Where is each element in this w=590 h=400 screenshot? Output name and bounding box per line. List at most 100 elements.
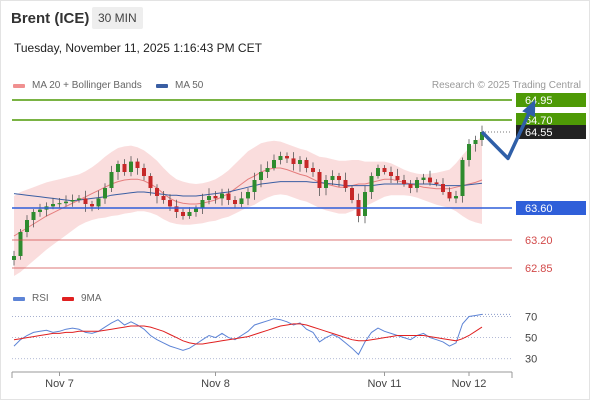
candle-body bbox=[447, 192, 452, 199]
candle-body bbox=[434, 182, 439, 184]
candle-body bbox=[187, 212, 192, 216]
rsi-tick-50: 50 bbox=[525, 333, 537, 345]
candle-body bbox=[304, 160, 309, 168]
candle-body bbox=[96, 198, 101, 207]
legend-ma50-label: MA 50 bbox=[175, 80, 204, 91]
rsi-ma9-line bbox=[13, 323, 483, 345]
candle-body bbox=[168, 200, 172, 207]
level-label-63.60: 63.60 bbox=[525, 203, 553, 215]
candle-body bbox=[428, 177, 432, 183]
candle-body bbox=[421, 177, 426, 180]
datetime-label: Tuesday, November 11, 2025 1:16:43 PM CE… bbox=[14, 41, 262, 55]
candle-body bbox=[83, 198, 88, 204]
level-label-64.70: 64.70 bbox=[525, 115, 553, 127]
rsi-tick-30: 30 bbox=[525, 354, 537, 366]
candle-body bbox=[129, 161, 133, 172]
level-tag-63.60 bbox=[516, 201, 586, 215]
candle-body bbox=[90, 204, 94, 207]
legend-9ma-label: 9MA bbox=[81, 293, 102, 304]
last-price-tag bbox=[516, 125, 586, 139]
candle-body bbox=[460, 160, 465, 196]
candle-body bbox=[467, 144, 471, 160]
x-tick-label: Nov 12 bbox=[452, 378, 487, 390]
candle-body bbox=[246, 192, 250, 199]
candle-body bbox=[265, 168, 270, 172]
level-label-63.20: 63.20 bbox=[525, 235, 553, 247]
candle-body bbox=[226, 193, 231, 200]
x-tick-label: Nov 11 bbox=[367, 378, 401, 390]
candle-body bbox=[194, 208, 198, 212]
candle-body bbox=[64, 201, 68, 204]
candle-body bbox=[12, 256, 16, 260]
candle-body bbox=[480, 132, 484, 140]
candle-body bbox=[135, 161, 140, 168]
candle-body bbox=[200, 200, 205, 208]
ma20-swatch-icon bbox=[13, 83, 25, 88]
legend-ma50: MA 50 bbox=[156, 80, 203, 91]
candle-body bbox=[109, 172, 114, 188]
level-tag-64.70 bbox=[516, 113, 586, 127]
candle-body bbox=[395, 176, 400, 180]
candle-body bbox=[18, 232, 23, 256]
candle-body bbox=[350, 188, 354, 200]
candle-body bbox=[155, 188, 159, 196]
legend-rsi: RSI bbox=[13, 293, 49, 304]
candle-body bbox=[25, 220, 29, 232]
candle-body bbox=[77, 198, 81, 200]
candle-body bbox=[207, 196, 211, 200]
candle-body bbox=[181, 212, 185, 216]
candle-body bbox=[343, 180, 348, 188]
candle-body bbox=[51, 204, 55, 207]
candle-body bbox=[298, 160, 302, 164]
legend-rsi-label: RSI bbox=[32, 293, 49, 304]
candle-body bbox=[259, 172, 263, 180]
candle-body bbox=[272, 160, 276, 168]
candle-body bbox=[317, 172, 322, 188]
candle-body bbox=[239, 198, 244, 204]
bollinger-band bbox=[14, 136, 482, 276]
candle-body bbox=[57, 203, 62, 205]
candle-body bbox=[148, 176, 153, 188]
candle-body bbox=[285, 156, 289, 159]
x-tick-label: Nov 8 bbox=[201, 378, 230, 390]
candle-body bbox=[454, 196, 458, 199]
ma9-swatch-icon bbox=[62, 296, 74, 301]
candle-body bbox=[324, 180, 328, 188]
candle-body bbox=[70, 200, 75, 202]
candle-body bbox=[330, 176, 335, 180]
candle-body bbox=[174, 206, 179, 212]
x-tick-label: Nov 7 bbox=[45, 378, 74, 390]
instrument-title: Brent (ICE) bbox=[11, 10, 90, 27]
legend-9ma: 9MA bbox=[62, 293, 102, 304]
candle-body bbox=[278, 156, 283, 160]
candle-body bbox=[252, 180, 257, 192]
candle-body bbox=[142, 168, 146, 176]
candle-body bbox=[38, 209, 42, 212]
candle-body bbox=[291, 158, 296, 164]
candle-body bbox=[337, 176, 341, 180]
candle-body bbox=[103, 188, 107, 199]
candle-body bbox=[376, 168, 380, 176]
legend-ma20-label: MA 20 + Bollinger Bands bbox=[32, 80, 142, 91]
rsi-swatch-icon bbox=[13, 296, 25, 301]
candle-body bbox=[213, 196, 218, 199]
candle-body bbox=[363, 192, 367, 216]
candle-body bbox=[116, 164, 120, 172]
forecast-arrowhead bbox=[522, 99, 536, 118]
candle-body bbox=[233, 200, 237, 204]
credit-text: Research © 2025 Trading Central bbox=[431, 80, 581, 91]
candle-body bbox=[220, 193, 224, 199]
candle-body bbox=[473, 140, 478, 144]
level-label-62.85: 62.85 bbox=[525, 263, 553, 275]
candle-body bbox=[441, 184, 445, 192]
last-price-label: 64.55 bbox=[525, 127, 553, 139]
candle-body bbox=[382, 168, 387, 172]
timeframe-badge[interactable]: 30 MIN bbox=[92, 7, 143, 29]
candle-body bbox=[31, 212, 36, 220]
candle-body bbox=[369, 176, 374, 192]
candle-body bbox=[415, 180, 419, 188]
candle-body bbox=[122, 164, 127, 172]
rsi-line bbox=[13, 313, 483, 356]
candle-body bbox=[311, 168, 315, 172]
